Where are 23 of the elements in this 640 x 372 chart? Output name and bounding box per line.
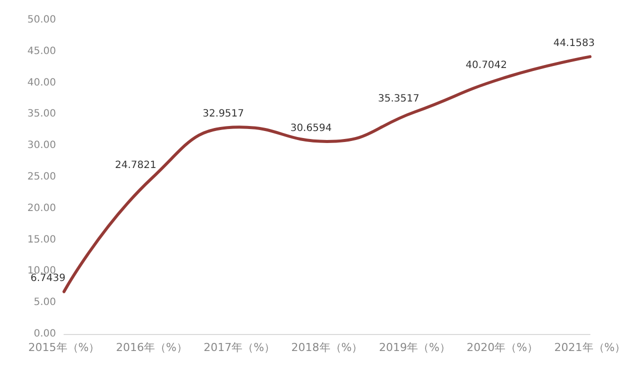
data-label: 30.6594: [290, 122, 332, 134]
x-tick-label: 2020年（%）: [466, 341, 538, 354]
x-tick-label: 2016年（%）: [116, 341, 188, 354]
data-label: 44.1583: [553, 38, 595, 50]
y-tick-label: 25.00: [27, 172, 56, 182]
data-label: 35.3517: [378, 93, 420, 104]
y-tick-label: 45.00: [27, 46, 56, 57]
data-label: 24.7821: [114, 160, 156, 171]
x-tick-label: 2017年（%）: [204, 341, 276, 354]
data-label: 32.9517: [202, 108, 244, 120]
y-tick-label: 5.00: [34, 297, 56, 308]
y-tick-label: 15.00: [27, 234, 56, 246]
y-tick-label: 35.00: [27, 108, 56, 120]
y-tick-label: 40.00: [27, 77, 56, 88]
data-label: 40.7042: [466, 60, 508, 71]
y-tick-label: 20.00: [27, 202, 56, 214]
y-tick-label: 30.00: [27, 140, 56, 152]
x-tick-label: 2019年（%）: [378, 341, 450, 354]
y-tick-label: 50.00: [27, 14, 56, 26]
x-tick-label: 2015年（%）: [28, 341, 100, 354]
x-tick-label: 2021年（%）: [554, 341, 626, 354]
x-tick-label: 2018年（%）: [291, 341, 363, 354]
y-tick-label: 0.00: [34, 328, 56, 340]
